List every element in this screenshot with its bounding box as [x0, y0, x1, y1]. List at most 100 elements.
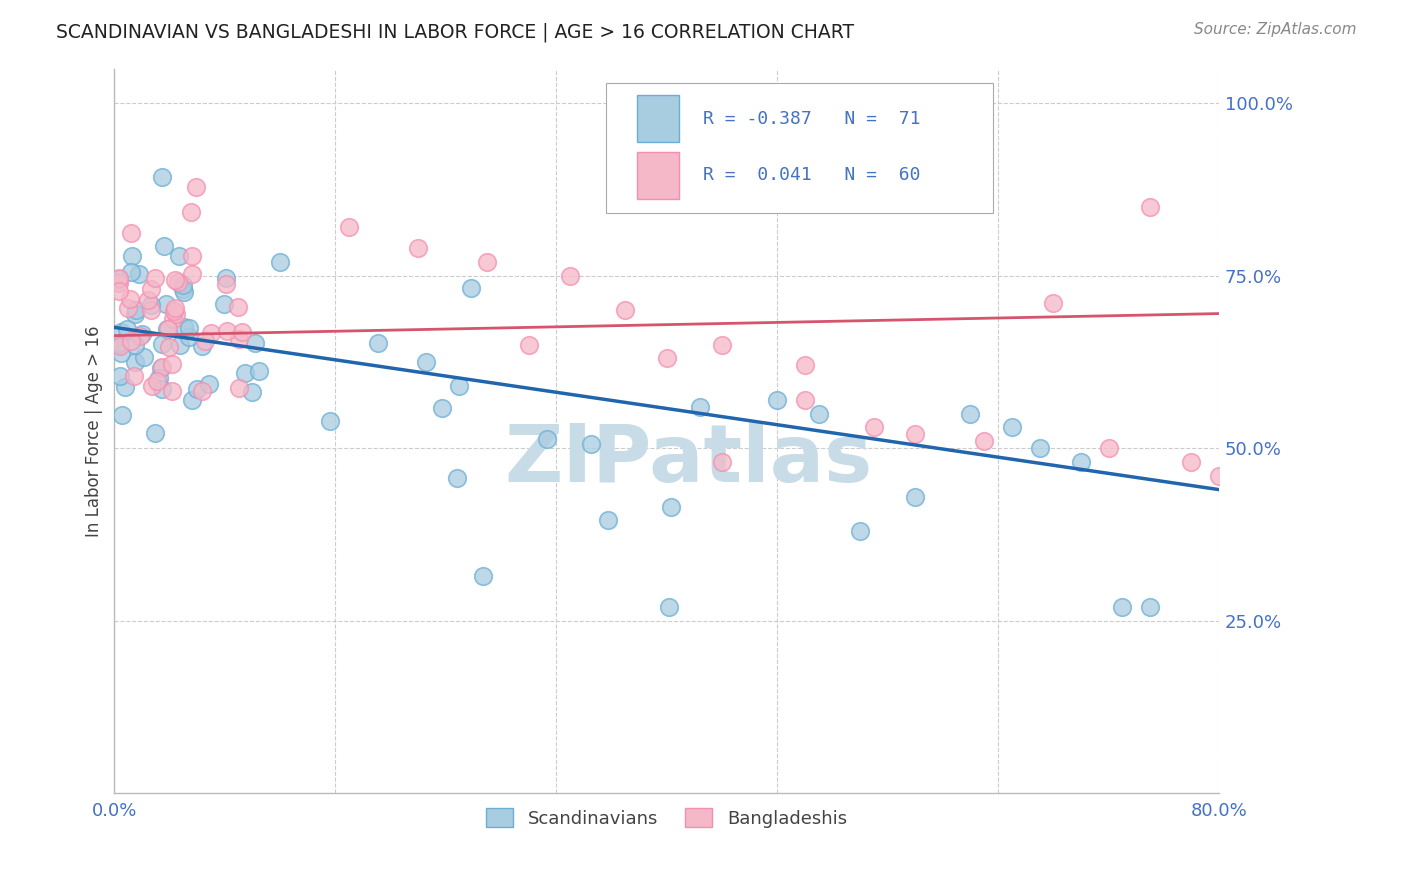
- Point: [226, 300, 249, 314]
- Point: [165, 307, 187, 321]
- Point: [217, 324, 239, 338]
- Point: [156, 321, 179, 335]
- Point: [558, 268, 581, 283]
- Point: [904, 490, 927, 504]
- Point: [148, 371, 170, 385]
- Point: [235, 366, 257, 380]
- Point: [114, 380, 136, 394]
- Point: [125, 303, 148, 318]
- Point: [766, 392, 789, 407]
- Point: [152, 336, 174, 351]
- Point: [269, 254, 291, 268]
- Point: [107, 284, 129, 298]
- Point: [198, 376, 221, 391]
- Point: [1097, 441, 1119, 455]
- FancyBboxPatch shape: [606, 83, 993, 213]
- Point: [1208, 468, 1230, 483]
- Point: [517, 337, 540, 351]
- Point: [150, 383, 173, 397]
- Point: [165, 272, 187, 286]
- Point: [129, 329, 152, 343]
- Point: [579, 437, 602, 451]
- Point: [143, 270, 166, 285]
- Point: [165, 301, 187, 315]
- Point: [118, 292, 141, 306]
- Point: [141, 303, 163, 318]
- Point: [191, 384, 214, 398]
- Point: [215, 270, 238, 285]
- Point: [1139, 200, 1161, 214]
- Point: [658, 600, 681, 615]
- Point: [172, 277, 194, 292]
- Point: [228, 381, 250, 395]
- Point: [614, 303, 637, 318]
- Point: [107, 276, 129, 290]
- Point: [1028, 441, 1050, 455]
- Point: [108, 339, 131, 353]
- Point: [228, 332, 250, 346]
- Point: [110, 325, 132, 339]
- Point: [132, 350, 155, 364]
- Point: [179, 329, 201, 343]
- Y-axis label: In Labor Force | Age > 16: In Labor Force | Age > 16: [86, 326, 103, 537]
- Point: [1042, 296, 1064, 310]
- Point: [143, 426, 166, 441]
- Point: [173, 320, 195, 334]
- Point: [793, 359, 815, 373]
- Point: [180, 205, 202, 219]
- Point: [150, 359, 173, 374]
- Point: [108, 369, 131, 384]
- Point: [180, 250, 202, 264]
- Point: [215, 277, 238, 291]
- Point: [136, 293, 159, 307]
- Point: [139, 282, 162, 296]
- Point: [124, 368, 146, 383]
- Point: [1139, 599, 1161, 614]
- Point: [107, 271, 129, 285]
- Point: [194, 334, 217, 348]
- Point: [155, 296, 177, 310]
- Point: [536, 432, 558, 446]
- Point: [655, 351, 678, 366]
- Point: [460, 281, 482, 295]
- Point: [160, 384, 183, 398]
- Legend: Scandinavians, Bangladeshis: Scandinavians, Bangladeshis: [479, 801, 855, 835]
- Point: [932, 193, 955, 207]
- Point: [430, 401, 453, 416]
- Point: [598, 514, 620, 528]
- Point: [131, 326, 153, 341]
- Point: [807, 407, 830, 421]
- Point: [904, 427, 927, 442]
- Point: [115, 322, 138, 336]
- Point: [124, 355, 146, 369]
- Point: [190, 339, 212, 353]
- Point: [173, 285, 195, 299]
- Point: [169, 338, 191, 352]
- Point: [367, 336, 389, 351]
- Point: [243, 336, 266, 351]
- Point: [146, 374, 169, 388]
- Point: [167, 275, 190, 289]
- Point: [111, 409, 134, 423]
- Point: [163, 303, 186, 318]
- Point: [231, 325, 253, 339]
- Point: [107, 335, 129, 350]
- Point: [124, 338, 146, 352]
- Point: [149, 360, 172, 375]
- Point: [167, 249, 190, 263]
- Point: [160, 357, 183, 371]
- Point: [240, 385, 263, 400]
- Point: [180, 267, 202, 281]
- Point: [107, 272, 129, 286]
- Point: [661, 500, 683, 514]
- Point: [959, 407, 981, 421]
- Point: [141, 379, 163, 393]
- Point: [793, 392, 815, 407]
- Point: [689, 400, 711, 414]
- Text: R = -0.387   N =  71: R = -0.387 N = 71: [703, 110, 921, 128]
- Point: [415, 354, 437, 368]
- Point: [249, 364, 271, 378]
- Point: [319, 414, 342, 428]
- Point: [153, 238, 176, 252]
- Point: [477, 255, 499, 269]
